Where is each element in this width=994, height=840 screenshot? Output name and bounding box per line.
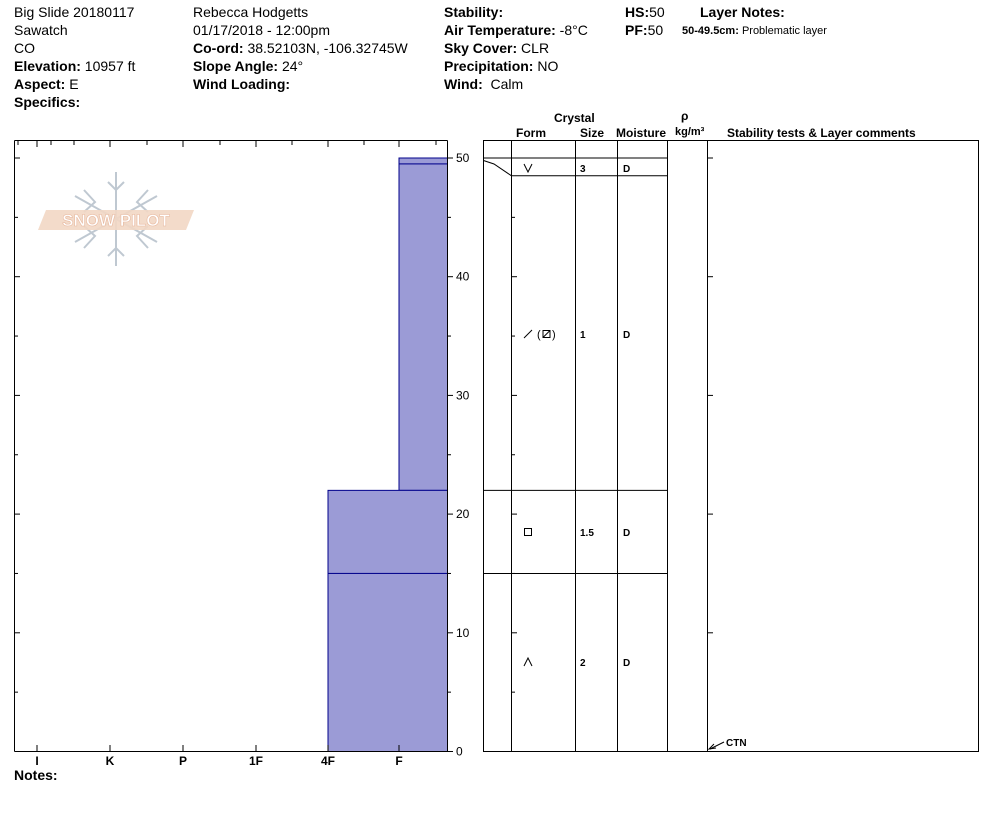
depth-label-30: 30 [456,388,470,402]
hs-label: HS: [625,4,650,20]
form-header: Form [516,126,546,140]
hardness-label-I: I [35,754,38,768]
state: CO [14,40,35,56]
air-temperature: Air Temperature: -8°C [444,21,588,39]
precip-value: NO [537,58,559,74]
hardness-bar-1 [398,163,448,491]
coordinates: Co-ord: 38.52103N, -106.32745W [193,39,408,57]
layer-note-range: 50-49.5cm: [682,25,739,37]
logo-text: SNOW PILOT [62,211,170,230]
precipitation: Precipitation: NO [444,57,558,75]
aspect-label: Aspect: [14,76,66,92]
snowpilot-logo: SNOW PILOT [38,172,194,266]
hardness-ticks: I K P 1F 4F F [17,140,437,768]
hardness-label-F: F [395,754,402,768]
air-temp-value: -8°C [559,22,588,38]
grain-row-1: () 1 D [523,329,630,341]
hardness-label-P: P [179,754,187,768]
depth-label-20: 20 [456,507,470,521]
grain-size: 1 [580,330,586,341]
wind: Wind: Calm [444,75,523,93]
stability-header: Stability tests & Layer comments [727,126,916,140]
density-unit: kg/m³ [675,126,705,138]
aspect-value: E [69,76,79,92]
hardness-label-1F: 1F [249,754,263,768]
notes-label: Notes: [14,767,58,783]
grain-moisture: D [623,330,630,341]
pf: PF:50 [625,21,663,39]
grain-moisture: D [623,164,630,175]
svg-text:(: ( [537,329,541,341]
observation-datetime: 01/17/2018 - 12:00pm [193,22,330,38]
depth-ticks: 50 40 30 20 10 0 [14,151,713,759]
grain-moisture: D [623,528,630,539]
grain-size: 2 [580,658,586,669]
surface-hoar-icon [523,163,533,174]
layer-note: 50-49.5cm: Problematic layer [682,22,827,40]
depth-label-0: 0 [456,745,463,759]
sky-value: CLR [521,40,550,56]
wind-label: Wind: [444,76,483,92]
specifics-label: Specifics: [14,94,81,110]
wind-loading-label: Wind Loading: [193,76,291,92]
faceted-square-icon [524,528,532,536]
connector-slant [483,160,512,177]
moisture-header: Moisture [616,126,667,140]
hs-value: 50 [649,4,665,20]
coord-value: 38.52103N, -106.32745W [247,40,408,56]
coord-label: Co-ord: [193,40,244,56]
wind-value: Calm [490,76,524,92]
slope-label: Slope Angle: [193,58,279,74]
precip-label: Precipitation: [444,58,534,74]
pf-label: PF: [625,22,648,38]
mountain-range: Sawatch [14,22,68,38]
layer-table-frame [483,140,979,752]
pf-value: 50 [647,22,664,38]
size-header: Size [580,126,605,140]
aspect: Aspect: E [14,75,79,93]
slope-angle: Slope Angle: 24° [193,57,303,75]
grain-size: 3 [580,164,586,175]
decomposing-faceted-icon: () [523,329,556,341]
grain-row-2: 1.5 D [524,528,630,539]
crystal-header: Crystal [554,111,595,125]
sky-cover: Sky Cover: CLR [444,39,549,57]
observer: Rebecca Hodgetts [193,4,309,20]
hs: HS:50 [625,3,665,21]
hardness-label-K: K [106,754,115,768]
stability-label: Stability: [444,4,504,20]
air-temp-label: Air Temperature: [444,22,556,38]
elevation: Elevation: 10957 ft [14,57,135,75]
depth-label-10: 10 [456,626,470,640]
grain-moisture: D [623,658,630,669]
svg-text:): ) [552,329,556,341]
hardness-bar-0 [398,157,448,165]
hardness-label-4F: 4F [321,754,335,768]
density-symbol: ρ [681,109,689,123]
depth-label-50: 50 [456,151,470,165]
layer-notes-title: Layer Notes: [700,4,785,20]
hardness-bars [327,157,448,753]
site-date: Big Slide 20180117 [14,4,135,20]
layer-note-text: Problematic layer [741,25,827,37]
slope-value: 24° [281,58,304,74]
elevation-label: Elevation: [14,58,81,74]
sky-label: Sky Cover: [444,40,518,56]
ctn-arrow-icon [707,741,725,750]
grain-size: 1.5 [580,528,594,539]
depth-hoar-icon [523,656,533,667]
hardness-bar-3 [327,572,448,753]
hardness-bar-2 [327,489,448,574]
ctn-label: CTN [726,738,747,749]
layer-rows: 3 D() 1 D1.5 D2 D [483,157,668,669]
depth-label-40: 40 [456,270,470,284]
elevation-value: 10957 ft [84,58,136,74]
